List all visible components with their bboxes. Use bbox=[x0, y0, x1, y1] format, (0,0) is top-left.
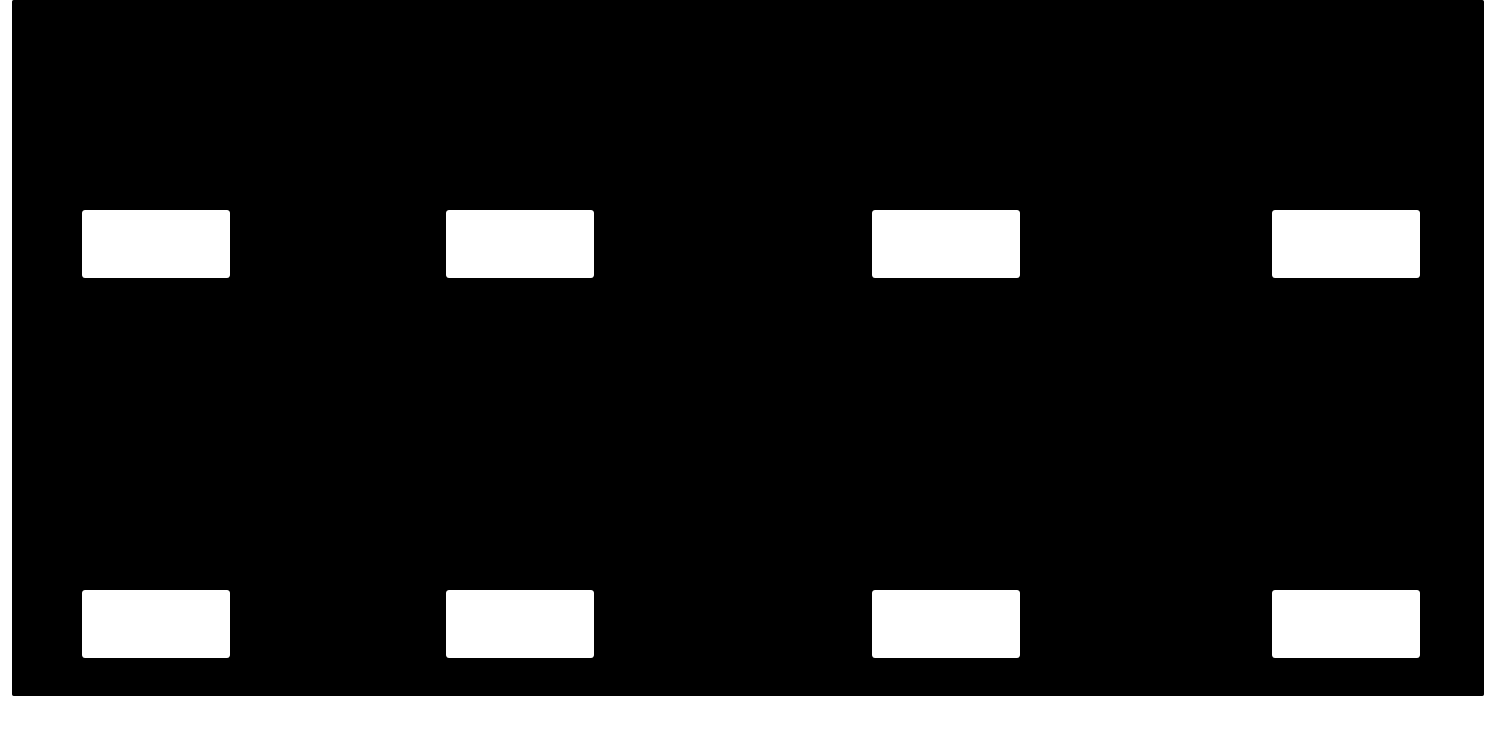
sprocket-hole bbox=[1272, 590, 1420, 658]
sprocket-hole bbox=[872, 590, 1020, 658]
sprocket-hole bbox=[446, 210, 594, 278]
sprocket-hole bbox=[82, 590, 230, 658]
sprocket-hole bbox=[82, 210, 230, 278]
sprocket-hole bbox=[1272, 210, 1420, 278]
filmstrip-container bbox=[12, 0, 1484, 696]
sprocket-hole bbox=[872, 210, 1020, 278]
sprocket-hole bbox=[446, 590, 594, 658]
